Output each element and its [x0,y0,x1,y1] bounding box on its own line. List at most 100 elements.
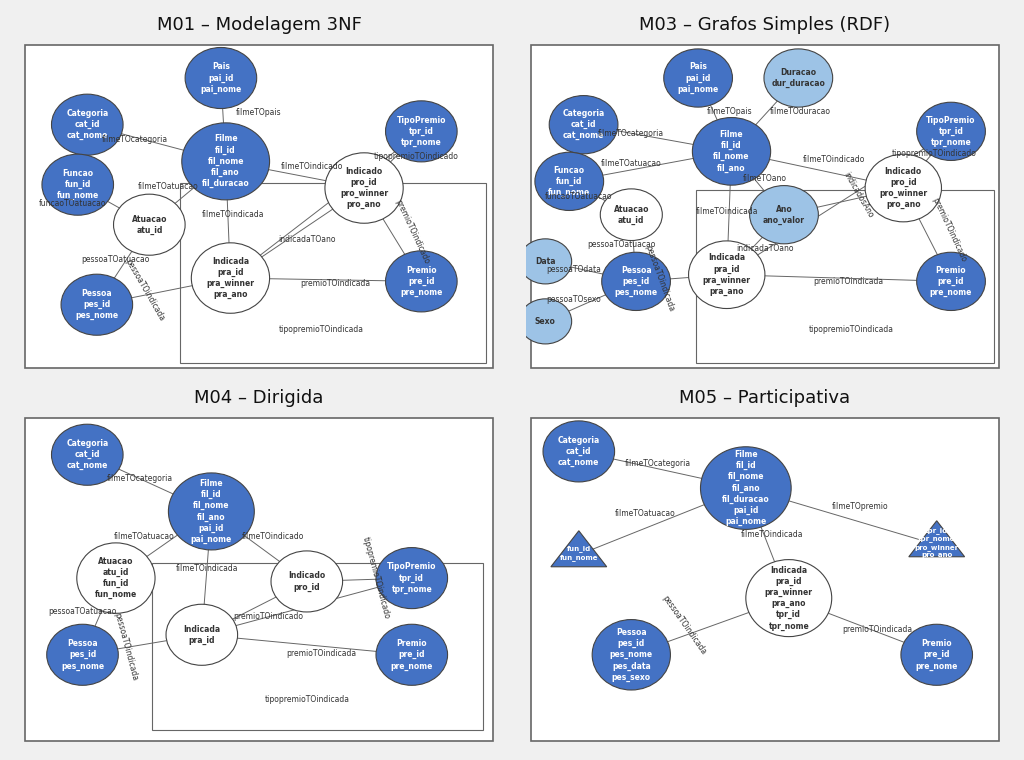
Text: indicadosAno: indicadosAno [842,170,874,219]
Text: Indicado
pro_id
pro_winner
pro_ano: Indicado pro_id pro_winner pro_ano [880,166,928,210]
Text: premioTOindicado: premioTOindicado [233,612,304,621]
Text: pessoaTOdata: pessoaTOdata [547,265,601,274]
FancyBboxPatch shape [26,418,493,742]
Ellipse shape [592,619,671,690]
Text: Filme
fil_id
fil_nome
fil_ano
pai_id
pai_nome: Filme fil_id fil_nome fil_ano pai_id pai… [190,479,232,544]
Text: filmeTOpais: filmeTOpais [237,108,282,117]
Text: filmeTOcategoria: filmeTOcategoria [598,128,665,138]
Text: premioTOindicada: premioTOindicada [300,279,371,287]
Text: indicadaTOano: indicadaTOano [279,235,336,244]
Text: Pais
pai_id
pai_nome: Pais pai_id pai_nome [678,62,719,93]
Text: Filme
fil_id
fil_nome
fil_ano
fil_duracao: Filme fil_id fil_nome fil_ano fil_duraca… [202,135,250,188]
Text: filmeTOcategoria: filmeTOcategoria [106,473,173,483]
Ellipse shape [271,551,343,612]
Text: tipopremioTOindicada: tipopremioTOindicada [264,695,349,705]
Text: Pessoa
pes_id
pes_nome: Pessoa pes_id pes_nome [76,289,119,321]
Text: premioTOindicado: premioTOindicado [393,198,431,265]
Ellipse shape [865,154,941,222]
Text: Categoria
cat_id
cat_nome: Categoria cat_id cat_nome [558,435,600,467]
Text: pessoaTOsexo: pessoaTOsexo [547,295,601,304]
Ellipse shape [692,118,771,185]
Text: filmeTOano: filmeTOano [743,173,786,182]
Ellipse shape [182,123,269,200]
Bar [152,563,483,730]
Ellipse shape [745,559,831,637]
Text: pessoaTOindicada: pessoaTOindicada [112,611,139,682]
Text: filmeTOindicada: filmeTOindicada [695,207,758,216]
Ellipse shape [901,624,973,686]
Title: M03 – Grafos Simples (RDF): M03 – Grafos Simples (RDF) [639,16,891,33]
Text: Data: Data [536,257,556,266]
Text: filmeTOindicada: filmeTOindicada [740,530,803,540]
FancyBboxPatch shape [531,418,998,742]
Ellipse shape [51,94,123,155]
FancyBboxPatch shape [26,45,493,368]
Text: pessoaTOindicada: pessoaTOindicada [660,594,708,656]
Bar [695,190,994,363]
Text: Sexo: Sexo [535,317,556,326]
Text: pessoaTOatuacao: pessoaTOatuacao [588,240,656,249]
Text: premioTOindicado: premioTOindicado [930,196,968,263]
Text: funcaoTOatuacao: funcaoTOatuacao [39,198,106,207]
FancyBboxPatch shape [531,45,998,368]
Text: Pessoa
pes_id
pes_nome: Pessoa pes_id pes_nome [61,639,104,670]
Text: tipopremioTOindicado: tipopremioTOindicado [360,536,391,620]
Text: Funcao
fun_id
fun_nome: Funcao fun_id fun_nome [56,169,99,201]
Ellipse shape [602,252,671,311]
Text: Categoria
cat_id
cat_nome: Categoria cat_id cat_nome [67,439,109,470]
Text: filmeTOpais: filmeTOpais [707,107,752,116]
Text: Premio
pre_id
pre_nome: Premio pre_id pre_nome [930,266,972,297]
Text: Filme
fil_id
fil_nome
fil_ano
fil_duracao
pai_id
pai_nome: Filme fil_id fil_nome fil_ano fil_duraca… [722,450,770,527]
Ellipse shape [51,424,123,486]
Text: Premio
pre_id
pre_nome: Premio pre_id pre_nome [390,639,433,670]
Ellipse shape [325,153,403,223]
Text: tipopremioTOindicada: tipopremioTOindicada [279,325,364,334]
Text: pessoaTOindicada: pessoaTOindicada [123,258,166,323]
Text: Pessoa
pes_id
pes_nome
pes_data
pes_sexo: Pessoa pes_id pes_nome pes_data pes_sexo [609,628,653,682]
Ellipse shape [191,243,269,313]
Text: Indicada
pra_id
pra_winner
pra_ano
tpr_id
tpr_nome: Indicada pra_id pra_winner pra_ano tpr_i… [765,565,813,631]
Text: premioTOindicada: premioTOindicada [813,277,884,286]
Text: Indicada
pra_id
pra_winner
pra_ano: Indicada pra_id pra_winner pra_ano [702,253,751,296]
Text: filmeTOindicado: filmeTOindicado [803,155,865,164]
Polygon shape [551,530,607,567]
Text: Categoria
cat_id
cat_nome: Categoria cat_id cat_nome [67,109,109,141]
Ellipse shape [600,189,663,240]
Text: fun_id
fun_nome: fun_id fun_nome [559,546,598,561]
Text: Atuacao
atu_id: Atuacao atu_id [131,214,167,235]
Ellipse shape [376,547,447,609]
Text: pessoaTOatuacao: pessoaTOatuacao [48,607,117,616]
Text: Funcao
fun_id
fun_nome: Funcao fun_id fun_nome [548,166,591,197]
Text: indicadaTOano: indicadaTOano [736,243,794,252]
Ellipse shape [519,299,571,344]
Text: premioTOindicada: premioTOindicada [842,625,912,635]
Text: Indicada
pra_id
pra_winner
pra_ano: Indicada pra_id pra_winner pra_ano [207,257,254,299]
Text: filmeTOindicada: filmeTOindicada [175,564,238,572]
Text: premioTOindicada: premioTOindicada [286,648,356,657]
Text: TipoPremio
tpr_id
tpr_nome: TipoPremio tpr_id tpr_nome [396,116,446,147]
Text: Indicada
pra_id: Indicada pra_id [183,625,220,645]
Text: Indicado
pro_id
pro_winner
pro_ano: Indicado pro_id pro_winner pro_ano [340,166,388,210]
Text: filmeTOatuacao: filmeTOatuacao [615,508,676,518]
Text: Atuacao
atu_id: Atuacao atu_id [613,204,649,225]
Text: filmeTOindicado: filmeTOindicado [281,162,343,171]
Text: filmeTOatuacao: filmeTOatuacao [601,159,662,167]
Ellipse shape [47,624,119,686]
Ellipse shape [77,543,155,613]
Text: tipopremioTOindicada: tipopremioTOindicada [808,325,893,334]
Text: Premio
pre_id
pre_nome: Premio pre_id pre_nome [400,266,442,297]
Text: tipopremioTOindicado: tipopremioTOindicado [374,152,459,161]
Text: funcaoTOatuacao: funcaoTOatuacao [545,192,612,201]
Ellipse shape [185,47,257,109]
Title: M01 – Modelagem 3NF: M01 – Modelagem 3NF [157,16,361,33]
Text: pessoaTOindicada: pessoaTOindicada [644,243,676,312]
Ellipse shape [114,194,185,255]
Text: filmeTOatuacao: filmeTOatuacao [138,182,199,191]
Ellipse shape [549,96,617,154]
Text: Pais
pai_id
pai_nome: Pais pai_id pai_nome [201,62,242,93]
Text: tipopremioTOindicado: tipopremioTOindicado [892,148,977,157]
Ellipse shape [750,185,818,244]
Ellipse shape [166,604,238,665]
Title: M05 – Participativa: M05 – Participativa [679,389,851,407]
Text: Indicado
pro_id: Indicado pro_id [288,572,326,591]
